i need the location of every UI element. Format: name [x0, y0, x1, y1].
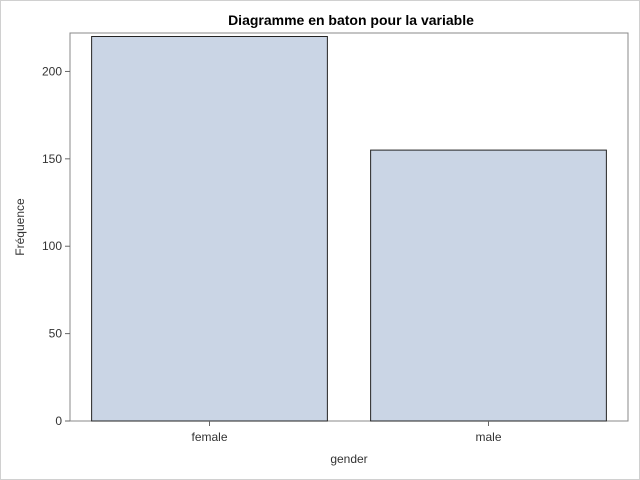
plot-area — [69, 32, 629, 422]
x-tick-label: female — [191, 430, 227, 444]
y-tick-label: 150 — [42, 152, 62, 166]
bar-female — [91, 35, 328, 422]
y-tick-label: 0 — [55, 414, 62, 428]
x-tick-group: female male — [191, 421, 502, 444]
bar-male — [370, 149, 607, 422]
x-axis-label: gender — [330, 452, 367, 466]
y-axis-label: Fréquence — [13, 198, 27, 256]
y-tick-label: 100 — [42, 239, 62, 253]
x-tick-label: male — [475, 430, 501, 444]
y-tick-group: 0 50 100 150 200 — [42, 64, 70, 428]
chart-title: Diagramme en baton pour la variable — [228, 12, 474, 28]
y-tick-label: 200 — [42, 64, 62, 78]
bars-group — [91, 35, 607, 422]
y-tick-label: 50 — [49, 327, 63, 341]
